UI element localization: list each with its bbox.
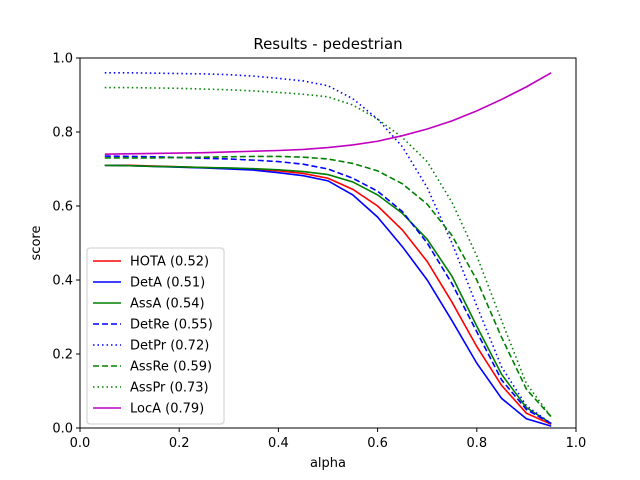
legend-label-assa: AssA (0.54) — [130, 297, 205, 312]
x-tick-label: 0.4 — [268, 436, 289, 451]
series-line-asspr — [104, 86, 552, 418]
legend-label-hota: HOTA (0.52) — [130, 255, 209, 270]
series-line-loca — [104, 72, 552, 155]
y-tick-label: 0.4 — [52, 274, 73, 289]
legend-label-detre: DetRe (0.55) — [130, 318, 213, 333]
y-tick-label: 1.0 — [52, 52, 73, 67]
series-line-assa — [104, 164, 552, 425]
x-tick-label: 0.8 — [466, 436, 487, 451]
y-tick-label: 0.8 — [52, 126, 73, 141]
chart-title: Results - pedestrian — [253, 35, 402, 53]
legend-box — [86, 247, 225, 425]
plot-frame — [79, 57, 577, 429]
axis-ticks: 0.0 0.2 0.4 0.6 0.8 1.0 0.0 0.2 0.4 0.6 0.8 1.0 — [52, 52, 586, 452]
legend-label-asspr: AssPr (0.73) — [130, 381, 209, 396]
x-tick-label: 0.0 — [70, 436, 91, 451]
series-layer — [104, 72, 552, 427]
x-tick-label: 1.0 — [566, 436, 587, 451]
x-axis-label: alpha — [310, 456, 346, 471]
legend-label-deta: DetA (0.51) — [130, 276, 205, 291]
legend-label-detpr: DetPr (0.72) — [130, 339, 209, 354]
y-tick-label: 0.6 — [52, 200, 73, 215]
x-tick-label: 0.2 — [169, 436, 190, 451]
legend-label-loca: LocA (0.79) — [130, 402, 204, 417]
legend: HOTA (0.52) DetA (0.51) AssA (0.54) DetRe (… — [86, 247, 225, 425]
y-tick-label: 0.2 — [52, 348, 73, 363]
x-tick-label: 0.6 — [367, 436, 388, 451]
legend-label-assre: AssRe (0.59) — [130, 360, 212, 375]
series-line-assre — [104, 155, 552, 418]
y-axis-label: score — [29, 226, 44, 261]
y-tick-label: 0.0 — [52, 422, 73, 437]
